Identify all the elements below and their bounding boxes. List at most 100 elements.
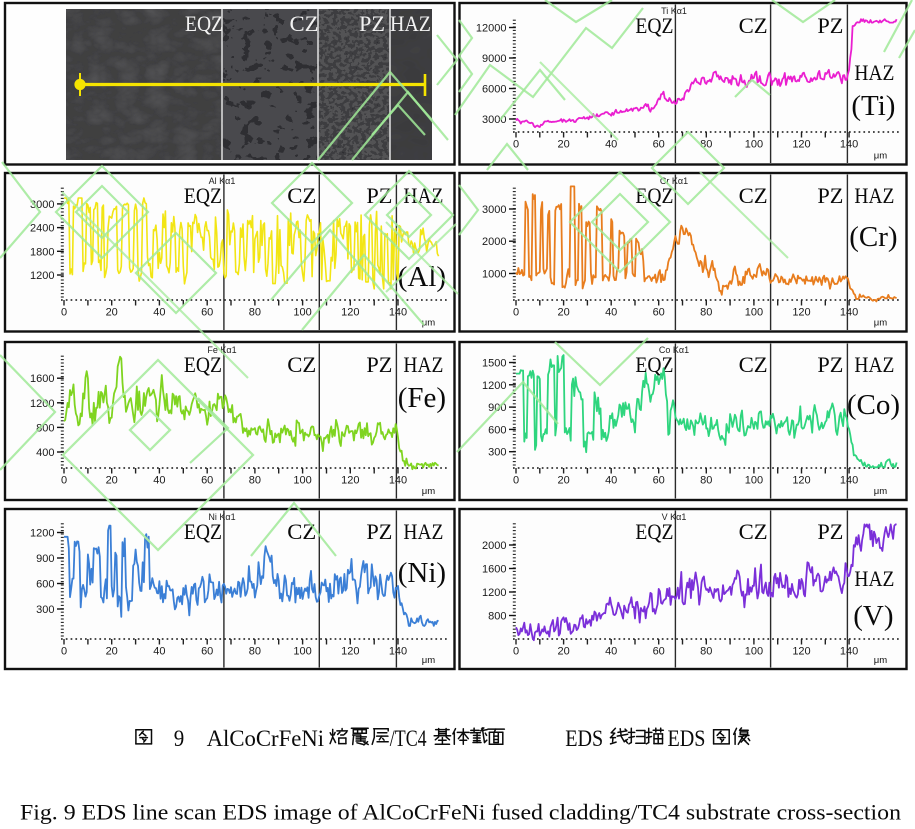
svg-text:PZ: PZ bbox=[817, 352, 843, 377]
svg-text:Co Kα1: Co Kα1 bbox=[659, 345, 689, 355]
svg-text:CZ: CZ bbox=[739, 13, 768, 38]
svg-text:20: 20 bbox=[557, 139, 569, 151]
svg-text:PZ: PZ bbox=[817, 519, 843, 544]
svg-text:(Ni): (Ni) bbox=[398, 557, 446, 589]
svg-text:40: 40 bbox=[153, 475, 165, 487]
svg-text:900: 900 bbox=[36, 553, 54, 565]
svg-text:0: 0 bbox=[513, 139, 519, 151]
svg-text:CZ: CZ bbox=[287, 183, 316, 208]
svg-text:80: 80 bbox=[249, 475, 261, 487]
svg-text:HAZ: HAZ bbox=[854, 60, 894, 85]
svg-text:600: 600 bbox=[488, 424, 506, 436]
svg-text:120: 120 bbox=[341, 475, 359, 487]
svg-text:HAZ: HAZ bbox=[854, 352, 894, 377]
svg-text:CZ: CZ bbox=[739, 183, 768, 208]
svg-text:3000: 3000 bbox=[482, 114, 506, 126]
svg-text:400: 400 bbox=[36, 447, 54, 459]
svg-text:0: 0 bbox=[513, 475, 519, 487]
svg-text:300: 300 bbox=[488, 447, 506, 459]
svg-text:140: 140 bbox=[840, 646, 858, 658]
svg-text:60: 60 bbox=[653, 139, 665, 151]
svg-text:CZ: CZ bbox=[290, 11, 319, 36]
svg-text:60: 60 bbox=[201, 646, 213, 658]
svg-text:HAZ: HAZ bbox=[854, 566, 894, 591]
svg-text:0: 0 bbox=[513, 307, 519, 319]
svg-text:2000: 2000 bbox=[482, 540, 506, 552]
svg-text:(Co): (Co) bbox=[847, 389, 900, 421]
svg-text:CZ: CZ bbox=[287, 519, 316, 544]
svg-text:800: 800 bbox=[36, 422, 54, 434]
svg-text:80: 80 bbox=[700, 475, 712, 487]
svg-text:1600: 1600 bbox=[482, 564, 506, 576]
svg-text:20: 20 bbox=[557, 475, 569, 487]
svg-text:0: 0 bbox=[513, 646, 519, 658]
svg-text:1200: 1200 bbox=[482, 587, 506, 599]
svg-text:0: 0 bbox=[61, 646, 67, 658]
svg-text:Fig. 9 EDS line scan EDS image: Fig. 9 EDS line scan EDS image of AlCoCr… bbox=[20, 800, 901, 825]
svg-text:HAZ: HAZ bbox=[854, 183, 894, 208]
svg-text:V Kα1: V Kα1 bbox=[662, 512, 687, 522]
svg-text:μm: μm bbox=[874, 318, 887, 329]
svg-text:μm: μm bbox=[422, 486, 435, 497]
svg-text:0: 0 bbox=[61, 475, 67, 487]
svg-text:PZ: PZ bbox=[366, 352, 392, 377]
svg-text:1000: 1000 bbox=[482, 269, 506, 281]
svg-text:μm: μm bbox=[422, 318, 435, 329]
svg-text:PZ: PZ bbox=[366, 519, 392, 544]
svg-text:AlCoCrFeNi: AlCoCrFeNi bbox=[207, 726, 325, 751]
svg-text:800: 800 bbox=[488, 611, 506, 623]
svg-text:40: 40 bbox=[153, 646, 165, 658]
svg-text:CZ: CZ bbox=[739, 352, 768, 377]
svg-text:(Fe): (Fe) bbox=[398, 382, 446, 414]
svg-text:20: 20 bbox=[106, 475, 118, 487]
svg-text:EQZ: EQZ bbox=[184, 519, 222, 544]
svg-text:1800: 1800 bbox=[30, 246, 54, 258]
svg-text:20: 20 bbox=[106, 646, 118, 658]
svg-text:HAZ: HAZ bbox=[403, 352, 443, 377]
svg-text:/TC4: /TC4 bbox=[390, 726, 427, 751]
svg-text:40: 40 bbox=[153, 307, 165, 319]
svg-text:100: 100 bbox=[745, 139, 763, 151]
svg-text:PZ: PZ bbox=[359, 11, 385, 36]
svg-text:EQZ: EQZ bbox=[635, 352, 673, 377]
svg-text:120: 120 bbox=[792, 475, 810, 487]
svg-text:EDS: EDS bbox=[565, 726, 603, 751]
svg-text:Ni Kα1: Ni Kα1 bbox=[208, 512, 235, 522]
svg-text:μm: μm bbox=[874, 655, 887, 666]
svg-text:100: 100 bbox=[745, 646, 763, 658]
svg-text:60: 60 bbox=[653, 646, 665, 658]
svg-text:40: 40 bbox=[605, 646, 617, 658]
svg-text:EQZ: EQZ bbox=[635, 183, 673, 208]
svg-text:100: 100 bbox=[293, 646, 311, 658]
svg-text:1500: 1500 bbox=[482, 358, 506, 370]
svg-text:100: 100 bbox=[745, 475, 763, 487]
svg-text:80: 80 bbox=[700, 646, 712, 658]
svg-text:140: 140 bbox=[840, 139, 858, 151]
svg-text:6000: 6000 bbox=[482, 84, 506, 96]
svg-text:120: 120 bbox=[341, 646, 359, 658]
svg-text:1200: 1200 bbox=[30, 528, 54, 540]
svg-text:EQZ: EQZ bbox=[184, 183, 222, 208]
svg-text:(V): (V) bbox=[853, 600, 893, 632]
svg-text:μm: μm bbox=[874, 486, 887, 497]
svg-text:140: 140 bbox=[840, 307, 858, 319]
svg-text:EQZ: EQZ bbox=[184, 352, 222, 377]
svg-text:μm: μm bbox=[874, 151, 887, 162]
svg-text:EQZ: EQZ bbox=[635, 13, 673, 38]
svg-text:100: 100 bbox=[293, 307, 311, 319]
svg-text:0: 0 bbox=[61, 307, 67, 319]
svg-text:Al Kα1: Al Kα1 bbox=[209, 176, 236, 186]
svg-text:60: 60 bbox=[653, 307, 665, 319]
svg-text:20: 20 bbox=[557, 307, 569, 319]
svg-text:PZ: PZ bbox=[366, 183, 392, 208]
svg-text:80: 80 bbox=[249, 646, 261, 658]
svg-text:140: 140 bbox=[389, 307, 407, 319]
svg-text:(Ti): (Ti) bbox=[851, 90, 895, 122]
svg-text:PZ: PZ bbox=[817, 13, 843, 38]
svg-text:μm: μm bbox=[422, 655, 435, 666]
svg-text:20: 20 bbox=[557, 646, 569, 658]
svg-text:300: 300 bbox=[36, 604, 54, 616]
svg-text:60: 60 bbox=[201, 307, 213, 319]
svg-text:Cr Kα1: Cr Kα1 bbox=[660, 176, 688, 186]
svg-text:100: 100 bbox=[745, 307, 763, 319]
